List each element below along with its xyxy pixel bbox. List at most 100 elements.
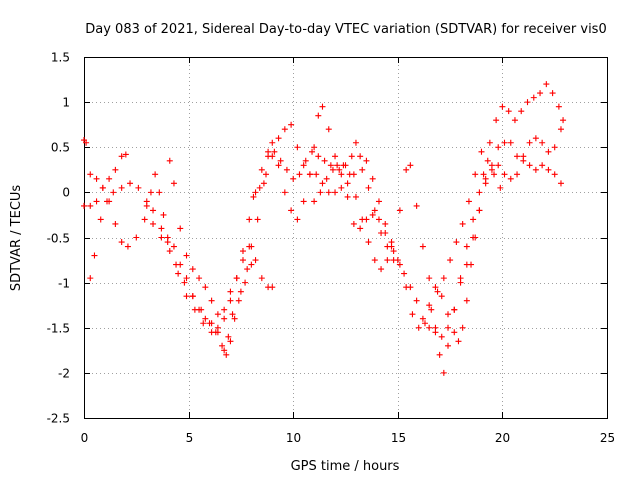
data-point — [396, 261, 403, 268]
data-point — [118, 239, 125, 246]
data-point — [183, 293, 190, 300]
data-point — [478, 148, 485, 155]
data-point — [175, 270, 182, 277]
data-point — [539, 162, 546, 169]
data-point — [371, 257, 378, 264]
data-point — [463, 243, 470, 250]
data-point — [319, 103, 326, 110]
data-point — [288, 121, 295, 128]
data-point — [518, 108, 525, 115]
data-point — [283, 166, 290, 173]
data-point — [336, 166, 343, 173]
series-satellite-track-8 — [143, 171, 255, 354]
data-point — [313, 171, 320, 178]
data-point — [438, 293, 445, 300]
data-point — [491, 171, 498, 178]
data-point — [514, 171, 521, 178]
data-point — [375, 198, 382, 205]
axis-ticks — [84, 57, 608, 419]
data-point — [256, 184, 263, 191]
x-tick-label: 0 — [81, 431, 89, 445]
data-point — [158, 234, 165, 241]
data-point — [363, 157, 370, 164]
data-point — [323, 175, 330, 182]
data-point — [407, 162, 414, 169]
data-point — [365, 239, 372, 246]
data-point — [375, 216, 382, 223]
data-point — [239, 248, 246, 255]
data-point — [104, 198, 111, 205]
data-point — [170, 180, 177, 187]
data-point — [426, 302, 433, 309]
data-point — [150, 207, 157, 214]
data-point — [143, 202, 150, 209]
data-point — [401, 270, 408, 277]
series-satellite-track-6 — [250, 121, 395, 246]
data-point — [390, 257, 397, 264]
data-point — [150, 220, 157, 227]
data-point — [463, 261, 470, 268]
x-tick-label: 5 — [186, 431, 194, 445]
data-point — [499, 103, 506, 110]
data-point — [164, 234, 171, 241]
data-point — [436, 351, 443, 358]
data-point — [177, 261, 184, 268]
data-point — [271, 148, 278, 155]
data-point — [317, 189, 324, 196]
data-point — [501, 139, 508, 146]
data-point — [390, 248, 397, 255]
y-tick-label: 0 — [62, 186, 70, 200]
data-point — [227, 288, 234, 295]
data-point — [325, 189, 332, 196]
data-point — [344, 180, 351, 187]
data-point — [124, 243, 131, 250]
data-point — [189, 266, 196, 273]
data-point — [352, 139, 359, 146]
series-satellite-track-1 — [81, 137, 276, 336]
data-point — [352, 193, 359, 200]
data-point — [219, 342, 226, 349]
data-point — [365, 184, 372, 191]
data-point — [357, 153, 364, 160]
data-point — [112, 220, 119, 227]
data-point — [396, 207, 403, 214]
data-point — [93, 175, 100, 182]
data-point — [223, 351, 230, 358]
data-point — [106, 175, 113, 182]
data-point — [530, 94, 537, 101]
y-axis-tick-labels: -2.5 -2 -1.5 -1 -0.5 0 0.5 1 1.5 — [47, 51, 70, 426]
data-point — [371, 207, 378, 214]
data-point — [384, 257, 391, 264]
data-point — [549, 90, 556, 97]
data-point — [233, 275, 240, 282]
data-point — [539, 139, 546, 146]
data-point — [221, 306, 228, 313]
data-point — [208, 320, 215, 327]
data-point — [156, 189, 163, 196]
data-point — [248, 243, 255, 250]
data-point — [495, 144, 502, 151]
data-point — [246, 216, 253, 223]
data-point — [369, 175, 376, 182]
data-point — [413, 202, 420, 209]
data-point — [302, 157, 309, 164]
data-point — [440, 275, 447, 282]
data-point — [357, 225, 364, 232]
data-point — [476, 189, 483, 196]
data-point — [300, 198, 307, 205]
data-point — [221, 315, 228, 322]
data-point — [269, 153, 276, 160]
data-point — [269, 284, 276, 291]
data-point — [81, 202, 87, 209]
data-point — [258, 166, 265, 173]
data-point — [99, 184, 106, 191]
data-point — [359, 166, 366, 173]
data-point — [445, 342, 452, 349]
data-point — [545, 148, 552, 155]
data-point — [346, 171, 353, 178]
data-point — [300, 162, 307, 169]
data-point — [269, 139, 276, 146]
series-satellite-track-3 — [87, 103, 564, 358]
data-point — [288, 207, 295, 214]
data-point — [476, 207, 483, 214]
